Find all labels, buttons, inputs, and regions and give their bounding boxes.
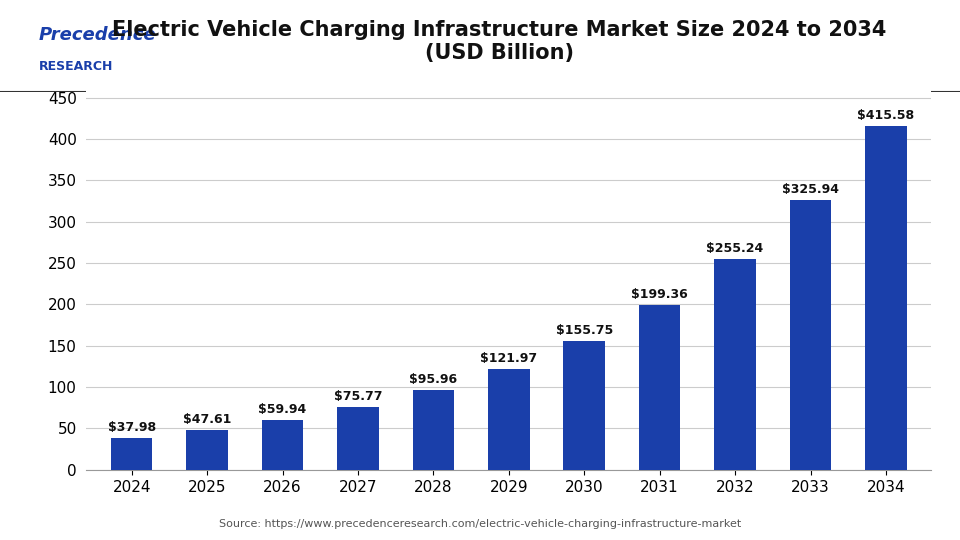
Text: $121.97: $121.97 xyxy=(480,352,538,365)
Bar xyxy=(111,438,153,470)
Text: Source: https://www.precedenceresearch.com/electric-vehicle-charging-infrastruct: Source: https://www.precedenceresearch.c… xyxy=(219,519,741,529)
Text: $255.24: $255.24 xyxy=(707,241,764,254)
Bar xyxy=(639,305,681,470)
Text: $47.61: $47.61 xyxy=(183,413,231,426)
Bar xyxy=(564,341,605,470)
Text: RESEARCH: RESEARCH xyxy=(38,60,112,73)
Bar xyxy=(186,430,228,470)
Text: $59.94: $59.94 xyxy=(258,403,306,416)
Bar xyxy=(865,126,906,470)
Bar xyxy=(262,420,303,470)
Text: Precedence: Precedence xyxy=(38,26,156,44)
Bar xyxy=(790,200,831,470)
Bar xyxy=(413,390,454,470)
Bar xyxy=(337,407,378,470)
Text: $155.75: $155.75 xyxy=(556,324,612,337)
Text: $415.58: $415.58 xyxy=(857,109,915,122)
Text: $37.98: $37.98 xyxy=(108,421,156,434)
Text: $325.94: $325.94 xyxy=(782,183,839,196)
Text: $199.36: $199.36 xyxy=(632,288,688,301)
Text: $75.77: $75.77 xyxy=(334,390,382,403)
Text: Electric Vehicle Charging Infrastructure Market Size 2024 to 2034
(USD Billion): Electric Vehicle Charging Infrastructure… xyxy=(112,19,886,63)
Bar xyxy=(714,259,756,470)
Text: $95.96: $95.96 xyxy=(409,373,457,386)
Bar xyxy=(488,369,530,470)
